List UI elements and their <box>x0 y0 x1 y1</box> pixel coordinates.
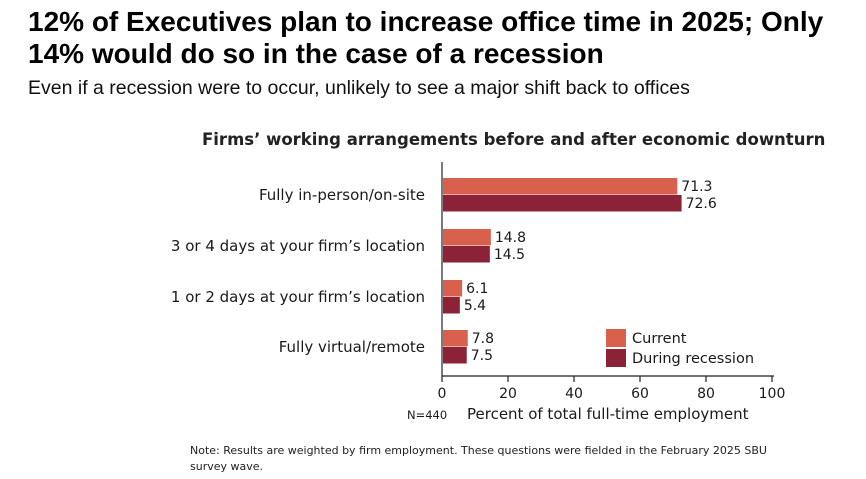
data-label: 6.1 <box>466 281 488 297</box>
bar <box>443 246 490 263</box>
footnote-text: Note: Results are weighted by firm emplo… <box>190 444 767 473</box>
x-tick-label: 60 <box>631 386 649 402</box>
legend-label: Current <box>632 331 687 347</box>
bar <box>443 280 463 297</box>
bar <box>443 347 467 364</box>
page-headline: 12% of Executives plan to increase offic… <box>28 6 824 69</box>
data-label: 72.6 <box>686 196 717 212</box>
chart-legend: Current During recession <box>606 329 754 367</box>
footnote: Note: Results are weighted by firm emplo… <box>190 443 800 475</box>
x-ticks-group: 0 20 40 60 80 100 <box>438 376 786 402</box>
sample-size-label: N=440 <box>407 408 447 422</box>
x-tick-label: 20 <box>499 386 517 402</box>
category-label: 3 or 4 days at your firm’s location <box>171 237 425 255</box>
bar <box>443 297 460 314</box>
data-label: 71.3 <box>681 179 712 195</box>
x-axis-title: Percent of total full-time employment <box>467 405 749 423</box>
bar <box>443 178 678 195</box>
category-label: Fully virtual/remote <box>279 338 425 356</box>
data-label: 7.5 <box>471 348 493 364</box>
category-label: Fully in-person/on-site <box>259 186 425 204</box>
chart-title: Firms’ working arrangements before and a… <box>202 130 825 149</box>
legend-label: During recession <box>632 351 754 367</box>
data-label: 7.8 <box>472 331 494 347</box>
x-tick-label: 0 <box>438 386 447 402</box>
page-subheadline: Even if a recession were to occur, unlik… <box>28 77 690 99</box>
bar <box>443 229 491 246</box>
bar <box>443 195 682 212</box>
data-label: 5.4 <box>464 298 486 314</box>
data-label: 14.5 <box>494 247 525 263</box>
bar <box>443 330 468 347</box>
category-label: 1 or 2 days at your firm’s location <box>171 288 425 306</box>
x-tick-label: 100 <box>759 386 786 402</box>
legend-swatch <box>606 329 626 347</box>
x-tick-label: 40 <box>565 386 583 402</box>
bars-group: Fully in-person/on-site 71.372.6 3 or 4 da… <box>171 178 717 364</box>
legend-swatch <box>606 349 626 367</box>
data-label: 14.8 <box>495 230 526 246</box>
x-tick-label: 80 <box>697 386 715 402</box>
